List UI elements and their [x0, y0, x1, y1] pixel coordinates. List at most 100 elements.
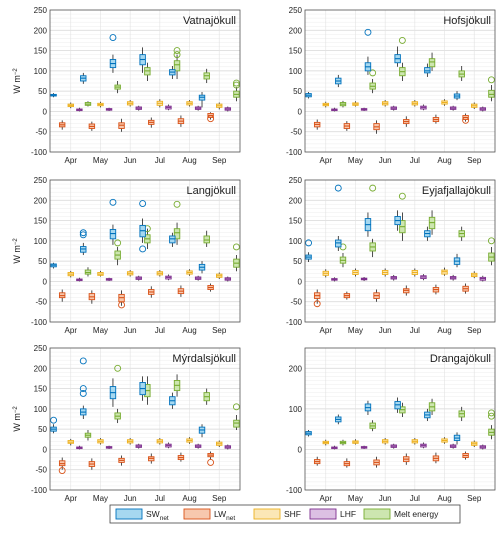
box-shf-aug [186, 269, 193, 276]
box-me-may [369, 184, 377, 258]
x-tick-label: May [348, 494, 363, 503]
box-lhf-may [360, 276, 368, 282]
y-tick-label: 200 [34, 196, 48, 205]
x-tick-label: Jun [124, 494, 137, 503]
y-axis-label: W m−2 [12, 68, 22, 94]
y-tick-label: 0 [43, 277, 48, 286]
box-sw-aug [169, 392, 176, 409]
axes-frame [304, 347, 496, 491]
panel-title: Hofsjökull [443, 15, 491, 27]
outlier-point [487, 76, 495, 84]
box-me-jul [428, 52, 436, 71]
box-lw-jul [148, 286, 155, 298]
box-me-may [369, 420, 376, 432]
x-tick-label: May [93, 156, 108, 165]
x-tick-label: May [348, 156, 363, 165]
box-me-sep [487, 409, 495, 440]
box-lhf-jul [420, 442, 427, 449]
box-body [335, 239, 342, 248]
box-lhf-may [360, 107, 368, 112]
box-shf-apr [67, 270, 74, 278]
axes-frame [49, 9, 241, 153]
panel-title: Mýrdalsjökull [172, 353, 236, 365]
box-shf-jun [381, 100, 389, 107]
y-tick-label: 0 [43, 107, 48, 116]
box-lw-jun [373, 456, 380, 468]
outlier-point [118, 301, 126, 309]
box-lw-aug [177, 452, 185, 462]
y-tick-label: -50 [35, 298, 47, 307]
box-sw-sep [198, 91, 206, 108]
box-lw-jun [118, 290, 126, 309]
y-tick-label: 250 [34, 344, 48, 353]
x-tick-label: Jul [155, 156, 165, 165]
y-tick-label: 100 [289, 237, 303, 246]
box-lhf-jul [165, 104, 172, 111]
box-me-jul [173, 47, 181, 79]
box-me-apr [339, 439, 347, 446]
panel-title: Langjökull [186, 185, 236, 197]
legend-label: SWnet [146, 509, 169, 522]
box-me-may [114, 239, 122, 266]
box-lhf-aug [194, 275, 202, 281]
y-tick-label: 100 [34, 237, 48, 246]
box-me-sep [487, 76, 495, 102]
box-lhf-may [105, 107, 113, 112]
outlier-point [173, 47, 181, 55]
box-me-sep [232, 79, 240, 102]
outlier-point [487, 237, 495, 245]
box-sw-may [334, 184, 342, 251]
outlier-point [462, 116, 470, 124]
box-lw-jun [373, 289, 380, 302]
box-sw-jun [364, 400, 372, 415]
box-sw-jun [109, 34, 117, 73]
box-sw-jun [364, 28, 372, 75]
panel-1: -100 -50 0 50 100 150 200 250 Apr May Jun Jul Aug Sep… [12, 6, 241, 165]
outlier-point [58, 467, 66, 474]
y-tick-label: -100 [286, 318, 303, 327]
panel-2: -100 -50 0 50 100 150 200 250 Apr May Jun Jul Aug Sep… [286, 6, 496, 165]
x-tick-label: Jul [410, 494, 420, 503]
box-shf-jun [126, 438, 134, 445]
panel-4: -100 -50 0 50 100 150 200 250 Apr May Jun Jul Aug Sep… [286, 176, 496, 335]
outlier-point [173, 51, 181, 59]
box-body [109, 229, 117, 240]
outlier-point [139, 245, 147, 253]
y-tick-label: 50 [38, 87, 47, 96]
panel-3: -100 -50 0 50 100 150 200 250 Apr May Jun Jul Aug Sep… [12, 176, 241, 335]
box-sw-sep [453, 91, 461, 101]
box-shf-apr [67, 438, 74, 446]
box-shf-may [97, 101, 104, 108]
box-sw-jul [139, 200, 147, 253]
box-lw-may [343, 291, 351, 300]
x-tick-label: Aug [182, 326, 196, 335]
x-tick-label: Jul [155, 326, 165, 335]
box-me-may [369, 69, 377, 94]
box-lhf-sep [224, 276, 232, 282]
axes-frame [304, 179, 496, 323]
box-body [488, 89, 495, 98]
box-lhf-may [360, 445, 368, 450]
box-lhf-sep [479, 275, 487, 282]
legend-swatch [183, 508, 211, 520]
box-me-jun [143, 225, 151, 249]
box-lw-sep [462, 283, 469, 294]
box-me-jul [173, 374, 181, 397]
box-sw-apr [50, 93, 57, 98]
x-tick-label: Sep [212, 494, 227, 503]
box-lhf-sep [479, 106, 487, 112]
box-shf-may [97, 270, 104, 277]
legend-item-sw: SWnet [115, 508, 169, 522]
box-sw-jun [109, 198, 117, 245]
box-me-aug [203, 230, 210, 247]
box-lw-aug [432, 114, 440, 124]
y-tick-label: 150 [34, 217, 48, 226]
box-me-aug [458, 406, 465, 422]
box-shf-jul [411, 268, 419, 277]
box-lhf-jul [165, 274, 172, 281]
legend-item-lhf: LHF [309, 508, 356, 520]
box-shf-apr [322, 269, 329, 278]
box-lw-sep [462, 113, 470, 124]
box-shf-jun [126, 100, 134, 107]
legend-item-shf: SHF [253, 508, 301, 520]
